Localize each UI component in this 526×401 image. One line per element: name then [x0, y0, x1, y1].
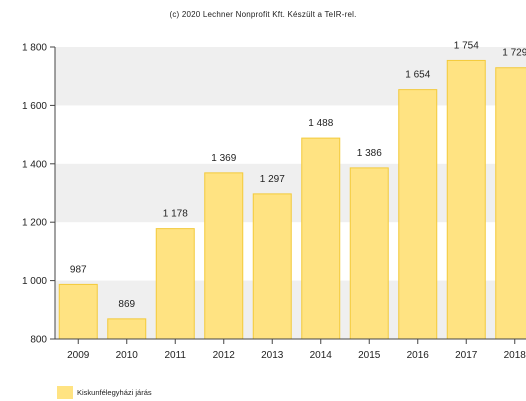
- bar: [58, 283, 98, 340]
- data-label: 1 754: [454, 40, 479, 51]
- bar: [398, 89, 438, 340]
- data-label: 1 178: [163, 209, 188, 220]
- bar: [252, 193, 292, 340]
- bar: [446, 59, 486, 340]
- legend: Kiskunfélegyházi járás: [57, 386, 152, 399]
- legend-swatch: [57, 386, 73, 399]
- data-label: 1 654: [405, 70, 430, 81]
- x-tick-label: 2010: [116, 350, 139, 361]
- x-tick-label: 2011: [164, 350, 186, 361]
- x-tick-label: 2012: [213, 350, 236, 361]
- x-tick-label: 2018: [504, 350, 526, 361]
- chart-credit: (c) 2020 Lechner Nonprofit Kft. Készült …: [169, 10, 357, 19]
- y-tick-label: 1 600: [22, 101, 47, 112]
- legend-label: Kiskunfélegyházi járás: [77, 388, 152, 397]
- data-label: 1 369: [211, 153, 236, 164]
- x-tick-label: 2014: [310, 350, 333, 361]
- x-tick-label: 2015: [358, 350, 381, 361]
- x-tick-label: 2009: [67, 350, 90, 361]
- y-tick-label: 1 400: [22, 159, 47, 170]
- y-tick-label: 1 200: [22, 218, 47, 229]
- bar: [301, 137, 341, 340]
- data-label: 1 729: [502, 48, 526, 59]
- bar: [107, 318, 147, 340]
- data-label: 987: [70, 264, 87, 275]
- bar: [155, 228, 195, 340]
- y-tick-label: 1 000: [22, 276, 47, 287]
- x-tick-label: 2017: [455, 350, 478, 361]
- data-label: 1 488: [308, 118, 333, 129]
- x-tick-label: 2013: [261, 350, 284, 361]
- data-label: 1 386: [357, 148, 382, 159]
- y-tick-label: 1 800: [22, 43, 47, 54]
- bar: [204, 172, 244, 340]
- x-tick-label: 2016: [407, 350, 430, 361]
- bar: [495, 67, 526, 340]
- y-tick-label: 800: [30, 335, 47, 346]
- bar: [349, 167, 389, 340]
- data-label: 1 297: [260, 174, 285, 185]
- data-label: 869: [118, 299, 135, 310]
